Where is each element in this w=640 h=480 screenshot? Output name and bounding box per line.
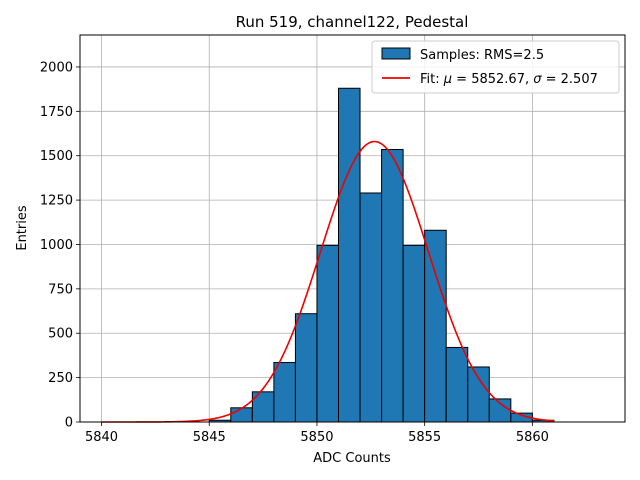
legend-swatch-samples xyxy=(381,47,411,60)
legend-mu-value: = 5852.67, xyxy=(452,72,533,87)
histogram-bar xyxy=(381,149,404,423)
y-axis-ticks: 0 250 500 750 1000 1250 1500 1750 2000 xyxy=(40,60,80,431)
y-tick-label: 1250 xyxy=(40,194,73,209)
histogram-bar xyxy=(445,346,469,423)
histogram-bar xyxy=(424,229,447,423)
x-tick-label: 5840 xyxy=(85,430,118,445)
x-tick-label: 5860 xyxy=(516,430,549,445)
y-tick-label: 1750 xyxy=(40,105,73,120)
x-tick-label: 5850 xyxy=(300,430,333,445)
y-tick-label: 0 xyxy=(65,416,73,431)
histogram-bar xyxy=(337,87,361,423)
histogram-bars xyxy=(208,87,555,423)
histogram-bar xyxy=(359,192,383,423)
legend-label-fit: Fit: μ = 5852.67, σ = 2.507 xyxy=(420,72,598,87)
legend-box xyxy=(371,40,620,94)
x-axis-label: ADC Counts xyxy=(313,451,391,466)
legend-fit-prefix: Fit: xyxy=(420,72,444,87)
histogram-bar xyxy=(294,313,318,423)
histogram-bar xyxy=(316,244,339,423)
y-tick-label: 1000 xyxy=(40,238,73,253)
legend: Samples: RMS=2.5 Fit: μ = 5852.67, σ = 2… xyxy=(371,40,620,94)
legend-sigma-symbol: σ xyxy=(533,72,542,87)
y-tick-label: 250 xyxy=(48,371,73,386)
y-tick-label: 500 xyxy=(48,327,73,342)
chart-title: Run 519, channel122, Pedestal xyxy=(236,13,469,31)
legend-label-samples: Samples: RMS=2.5 xyxy=(420,48,544,63)
y-tick-label: 1500 xyxy=(40,149,73,164)
x-tick-label: 5855 xyxy=(408,430,441,445)
y-tick-label: 2000 xyxy=(40,60,73,75)
histogram-bar xyxy=(273,362,296,423)
y-tick-label: 750 xyxy=(48,282,73,297)
legend-mu-symbol: μ xyxy=(443,72,452,87)
plot-frame xyxy=(79,34,626,423)
legend-sigma-value: = 2.507 xyxy=(541,72,597,87)
y-axis-label: Entries xyxy=(15,205,30,251)
x-tick-label: 5845 xyxy=(193,430,226,445)
histogram-bar xyxy=(230,407,253,423)
histogram-bar xyxy=(402,244,426,423)
histogram-bar xyxy=(467,366,490,423)
x-axis-ticks: 5840 5845 5850 5855 5860 xyxy=(85,422,549,445)
